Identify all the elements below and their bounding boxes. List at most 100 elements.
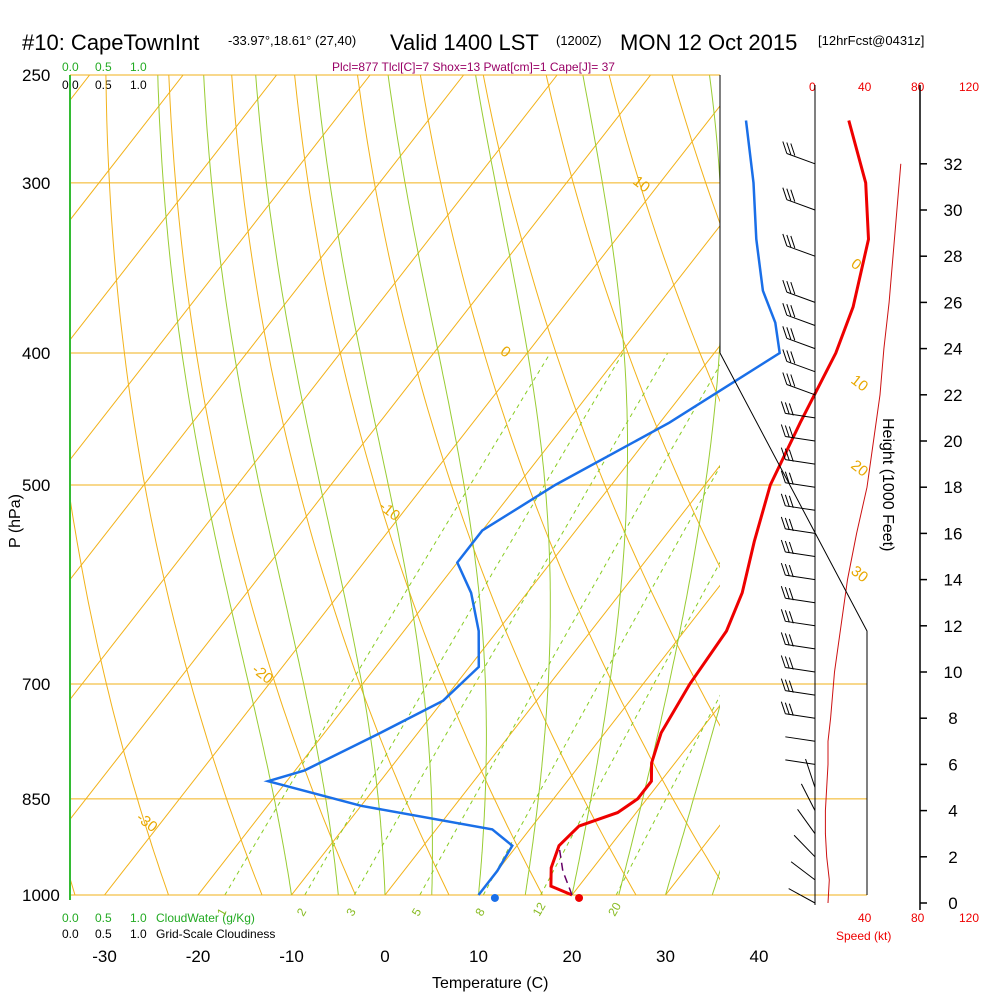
wind-barb-flag	[780, 401, 786, 414]
height-tick-label: 6	[948, 755, 957, 774]
mixing-ratio-label: 5	[409, 905, 425, 918]
speed-tick-top: 40	[858, 80, 872, 94]
valid-date: MON 12 Oct 2015	[620, 30, 797, 55]
wind-barb-flag	[790, 351, 796, 364]
moist-adiabat-line	[387, 75, 487, 895]
dry-adiabat-line	[105, 75, 263, 895]
moist-adiabat-line	[475, 75, 551, 895]
height-tick-label: 30	[944, 201, 963, 220]
wind-barb-flag	[788, 495, 794, 508]
wind-barb-staff	[785, 482, 816, 488]
cloud-water-tick: 0.5	[95, 911, 112, 925]
wind-barb-flag	[782, 233, 788, 247]
wind-barb-staff	[793, 834, 816, 858]
station-title: #10: CapeTownInt	[22, 30, 199, 55]
height-tick-label: 12	[944, 617, 963, 636]
cloud-water-scale-top: 0.0 0.5 1.0 0.0 0.5 1.0	[62, 60, 147, 92]
wind-barb-flag	[784, 517, 790, 531]
height-tick-label: 32	[944, 155, 963, 174]
dry-adiabat-line	[168, 75, 356, 895]
wind-barb-staff	[785, 713, 816, 719]
speed-tick-bottom: 120	[959, 911, 979, 925]
wind-barb-flag	[788, 588, 794, 601]
temperature-tick-label: -20	[186, 947, 211, 966]
mixing-ratio-label: 2	[294, 905, 310, 918]
wind-barb-staff	[786, 314, 816, 326]
wind-barb-flag	[786, 304, 792, 317]
wind-barb-staff	[786, 199, 816, 211]
mixing-ratio-label: 20	[605, 900, 624, 919]
temperature-tick-label: 10	[469, 947, 488, 966]
isotherm-label: -30	[133, 809, 161, 836]
speed-tick-bottom: 80	[911, 911, 925, 925]
wind-barb-flag	[790, 235, 796, 249]
isotherm-line	[853, 75, 1000, 895]
height-tick-label: 20	[944, 432, 963, 451]
pressure-tick-label: 1000	[22, 886, 60, 905]
height-tick-label: 14	[944, 571, 963, 590]
isotherm-label: 10	[848, 372, 872, 396]
wind-barb-flag	[786, 142, 792, 155]
moist-adiabat-line	[255, 75, 386, 895]
wind-barb-flag	[784, 494, 790, 507]
dry-adiabat-line	[70, 494, 169, 895]
temperature-tick-label: -30	[92, 947, 117, 966]
wind-barb-flag	[786, 280, 792, 294]
dewpoint-profile-line	[263, 120, 782, 896]
wind-barb-flag	[788, 472, 794, 485]
cloudiness-label: Grid-Scale Cloudiness	[156, 927, 275, 941]
cloud-water-tick: 1.0	[130, 60, 147, 74]
wind-barb-staff	[786, 291, 816, 303]
wind-barb-flag	[780, 701, 786, 714]
wind-barb-staff	[785, 736, 816, 742]
wind-barb-staff	[785, 505, 816, 511]
wind-barb-flag	[788, 611, 794, 624]
isotherm-line	[478, 584, 720, 895]
speed-tick-bottom: 40	[858, 911, 872, 925]
isotherm-label: 30	[848, 563, 872, 587]
wind-barb-flag	[788, 426, 794, 439]
height-tick-label: 4	[948, 802, 957, 821]
height-tick-label: 22	[944, 386, 963, 405]
wind-barb-flag	[782, 372, 788, 385]
wind-barb-flag	[788, 518, 794, 532]
x-axis-label: Temperature (C)	[432, 975, 548, 992]
wind-barb-flag	[780, 539, 786, 553]
wind-barb-flag	[784, 610, 790, 623]
wind-barb-flag	[788, 657, 794, 670]
speed-axis-label: Speed (kt)	[836, 929, 891, 943]
dry-adiabat-line	[482, 75, 720, 727]
isotherm-line	[571, 704, 720, 895]
cloudiness-tick: 1.0	[130, 78, 147, 92]
height-tick-label: 8	[948, 709, 957, 728]
forecast-info: [12hrFcst@0431z]	[818, 33, 924, 48]
valid-utc: (1200Z)	[556, 33, 602, 48]
temperature-tick-label: 40	[750, 947, 769, 966]
pressure-tick-label: 300	[22, 174, 50, 193]
pressure-tick-label: 850	[22, 790, 50, 809]
wind-barb-flag	[784, 633, 790, 646]
cloud-water-tick: 1.0	[130, 911, 147, 925]
wind-barb-staff	[785, 643, 816, 650]
cloudiness-tick: 0.5	[95, 78, 112, 92]
wind-barb-flag	[780, 655, 786, 668]
moist-adiabat-line	[665, 703, 720, 895]
cloudiness-tick: 0.0	[62, 927, 79, 941]
dry-adiabat-line	[987, 75, 1000, 895]
wind-barb-staff	[797, 809, 816, 834]
wind-barb-staff	[786, 337, 816, 350]
temperature-tick-label: 30	[656, 947, 675, 966]
isotherm-label: 10	[629, 173, 653, 197]
height-tick-label: 18	[944, 478, 963, 497]
wind-barb-flag	[784, 587, 790, 600]
temperature-tick-label: 20	[563, 947, 582, 966]
moist-adiabat-line	[618, 75, 720, 895]
wind-barb-flag	[782, 279, 788, 293]
wind-barb-flag	[784, 563, 790, 577]
wind-barb-staff	[785, 690, 816, 696]
isotherm-label: 0	[497, 343, 514, 362]
wind-barb-flag	[782, 349, 788, 362]
height-tick-label: 10	[944, 663, 963, 682]
wind-barb-flag	[780, 516, 786, 530]
